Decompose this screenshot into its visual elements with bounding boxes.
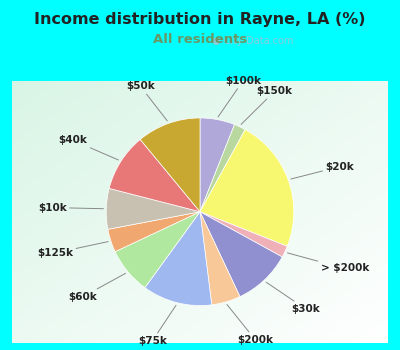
Text: $150k: $150k <box>241 86 293 124</box>
Text: $50k: $50k <box>126 82 167 121</box>
Wedge shape <box>109 140 200 212</box>
Wedge shape <box>115 212 200 288</box>
Text: $60k: $60k <box>69 273 126 302</box>
Text: $30k: $30k <box>266 282 320 314</box>
Wedge shape <box>200 125 245 212</box>
Wedge shape <box>108 212 200 252</box>
Wedge shape <box>200 130 294 246</box>
Text: $75k: $75k <box>138 305 176 346</box>
Text: $125k: $125k <box>37 241 108 258</box>
Text: Income distribution in Rayne, LA (%): Income distribution in Rayne, LA (%) <box>34 12 366 27</box>
Wedge shape <box>200 118 234 212</box>
Text: ● City-Data.com: ● City-Data.com <box>212 36 293 46</box>
Wedge shape <box>200 212 282 296</box>
Wedge shape <box>140 118 200 212</box>
Text: $200k: $200k <box>227 304 273 345</box>
Wedge shape <box>145 212 212 306</box>
Text: $40k: $40k <box>59 135 118 160</box>
Wedge shape <box>200 212 287 257</box>
Text: $20k: $20k <box>291 162 354 179</box>
Text: $10k: $10k <box>38 203 104 212</box>
Text: > $200k: > $200k <box>288 253 369 273</box>
Wedge shape <box>106 188 200 229</box>
Wedge shape <box>200 212 240 305</box>
Text: $100k: $100k <box>218 76 261 117</box>
Text: All residents: All residents <box>153 33 247 46</box>
